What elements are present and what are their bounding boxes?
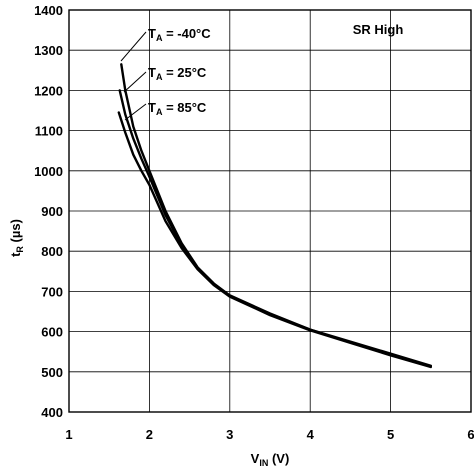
y-tick-label: 800 [41, 244, 63, 259]
y-ticks: 400 500 600 700 800 900 1000 1100 1200 1300 1400 [34, 3, 63, 420]
series-label-85: TA = 85°C [148, 100, 207, 117]
series-label-minus40: TA = -40°C [148, 26, 211, 43]
grid [69, 10, 471, 412]
plot-frame [68, 9, 472, 413]
x-tick-label: 4 [307, 427, 315, 442]
y-tick-label: 700 [41, 284, 63, 299]
y-tick-label: 400 [41, 405, 63, 420]
x-tick-label: 1 [65, 427, 72, 442]
leader-line-85 [124, 103, 147, 121]
x-tick-label: 2 [146, 427, 153, 442]
y-tick-label: 1300 [34, 43, 63, 58]
y-tick-label: 1200 [34, 83, 63, 98]
y-tick-label: 1400 [34, 3, 63, 18]
series-line-2 [117, 111, 432, 369]
y-tick-label: 600 [41, 325, 63, 340]
x-ticks: 1 2 3 4 5 6 [65, 427, 474, 442]
y-axis-title: tR (µs) [8, 219, 25, 257]
x-tick-label: 6 [467, 427, 474, 442]
leader-line-25 [123, 71, 147, 93]
x-tick-label: 5 [387, 427, 394, 442]
y-tick-label: 500 [41, 365, 63, 380]
leader-line-minus40 [120, 31, 147, 62]
y-tick-label: 1100 [35, 124, 63, 139]
x-axis-title: VIN (V) [251, 451, 290, 468]
series-group [117, 63, 432, 369]
series-label-25: TA = 25°C [148, 65, 207, 82]
x-tick-label: 3 [226, 427, 233, 442]
y-tick-label: 900 [41, 204, 63, 219]
y-tick-label: 1000 [34, 164, 63, 179]
series-line-1 [118, 89, 432, 368]
series-labels: TA = -40°C TA = 25°C TA = 85°C [120, 26, 211, 121]
annotation-sr-high: SR High [353, 22, 404, 37]
